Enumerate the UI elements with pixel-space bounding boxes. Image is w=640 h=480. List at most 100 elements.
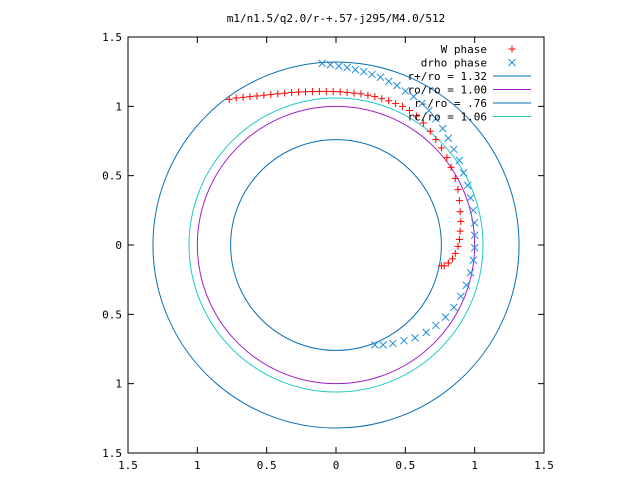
marker-stroke <box>469 206 478 215</box>
marker-stroke <box>418 99 426 108</box>
legend-label: ro/ro = 1.00 <box>408 84 487 97</box>
marker-stroke <box>400 336 408 345</box>
drho-phase-point <box>444 134 453 143</box>
w-phase-point <box>455 197 463 205</box>
drho-phase-point <box>469 256 478 265</box>
x-axis-ticks: 1.5 1 0.5 0 0.5 1 1.5 <box>118 37 554 472</box>
w-phase-point <box>315 87 323 95</box>
x-tick-label: 0.5 <box>257 459 277 472</box>
w-phase-point <box>426 127 434 135</box>
legend-label: r-/ro = .76 <box>414 97 487 110</box>
w-phase-point <box>295 88 303 96</box>
drho-phase-point <box>431 321 440 330</box>
marker-stroke <box>455 156 464 165</box>
drho-phase-point <box>393 81 401 90</box>
marker-stroke <box>368 70 376 79</box>
chart-title: m1/n1.5/q2.0/r-+.57-j295/M4.0/512 <box>227 12 446 25</box>
w-phase-point <box>454 186 462 194</box>
drho-phase-point <box>318 59 326 68</box>
radius-circle <box>152 61 520 429</box>
w-phase-point <box>447 163 455 171</box>
drho-phase-point <box>470 243 479 252</box>
drho-phase-point <box>411 334 419 342</box>
marker-stroke <box>376 73 385 82</box>
w-phase-point <box>239 93 247 101</box>
x-tick-label: 1 <box>471 459 478 472</box>
w-phase-point <box>448 255 456 263</box>
legend-label: drho phase <box>421 57 487 70</box>
x-tick-label: 0.5 <box>395 459 415 472</box>
legend-label: W phase <box>441 43 487 56</box>
w-phase-point <box>253 92 261 100</box>
w-phase-point <box>246 93 254 101</box>
drho-phase-point <box>438 124 447 133</box>
w-phase-point <box>399 102 407 110</box>
w-phase-point <box>451 174 459 182</box>
y-tick-label: 1 <box>115 378 122 391</box>
w-phase-point <box>308 87 316 95</box>
w-phase-point <box>288 88 296 96</box>
drho-phase-point <box>456 292 465 301</box>
w-phase-point <box>267 91 275 99</box>
drho-phase-point <box>459 169 468 177</box>
marker-stroke <box>450 145 458 154</box>
legend-marker <box>508 45 516 53</box>
w-phase-point <box>371 93 379 101</box>
marker-stroke <box>351 65 360 74</box>
w-phase-point <box>437 262 445 270</box>
radius-circles <box>152 61 520 429</box>
drho-phase-point <box>466 193 475 202</box>
marker-stroke <box>326 60 335 69</box>
drho-phase-point <box>409 92 418 101</box>
drho-phase-point <box>400 336 408 345</box>
y-tick-label: 0.5 <box>102 170 122 183</box>
marker-stroke <box>393 81 401 90</box>
w-phase-point <box>454 242 462 250</box>
marker-stroke <box>466 268 475 277</box>
marker-stroke <box>318 59 326 68</box>
marker-stroke <box>466 193 475 202</box>
marker-stroke <box>470 218 479 227</box>
drho-phase-point <box>379 340 388 349</box>
drho-phase-point <box>368 70 376 79</box>
drho-phase-point <box>370 340 379 349</box>
w-phase-point <box>456 227 464 235</box>
drho-phase-point <box>462 281 471 290</box>
w-phase-point <box>419 119 427 127</box>
drho-phase-point <box>334 62 343 70</box>
marker-stroke <box>431 114 440 123</box>
legend-label: rc/ro = 1.06 <box>408 111 487 124</box>
w-phase-point <box>336 88 344 96</box>
drho-phase-point <box>401 87 410 95</box>
w-phase-point <box>456 208 464 216</box>
marker-stroke <box>469 256 478 265</box>
drho-phase-point <box>450 145 458 154</box>
drho-phase-point <box>422 328 430 337</box>
marker-stroke <box>463 181 472 190</box>
w-phase-point <box>260 91 268 99</box>
y-tick-label: 1.5 <box>102 447 122 460</box>
y-tick-label: 1.5 <box>102 31 122 44</box>
w-phase-point <box>232 94 240 102</box>
y-axis-ticks: 1.5 1 0.5 0 0.5 1 1.5 <box>102 31 544 460</box>
marker-stroke <box>450 303 458 312</box>
marker-stroke <box>334 62 343 70</box>
drho-phase-point <box>359 67 368 76</box>
w-phase-point <box>301 88 309 96</box>
w-phase-point <box>281 89 289 97</box>
marker-stroke <box>370 340 379 349</box>
marker-stroke <box>462 281 471 290</box>
w-phase-point <box>437 144 445 152</box>
marker-stroke <box>470 231 479 240</box>
radius-circle <box>230 139 442 351</box>
drho-phase-point <box>450 303 458 312</box>
drho-phase-point <box>326 60 335 69</box>
drho-phase-point <box>469 206 478 215</box>
marker-stroke <box>459 169 468 177</box>
drho-phase-point <box>463 181 472 190</box>
drho-phase-point <box>384 77 393 86</box>
marker-stroke <box>409 92 418 101</box>
w-phase-point <box>392 100 400 108</box>
w-phase-point <box>457 217 465 225</box>
